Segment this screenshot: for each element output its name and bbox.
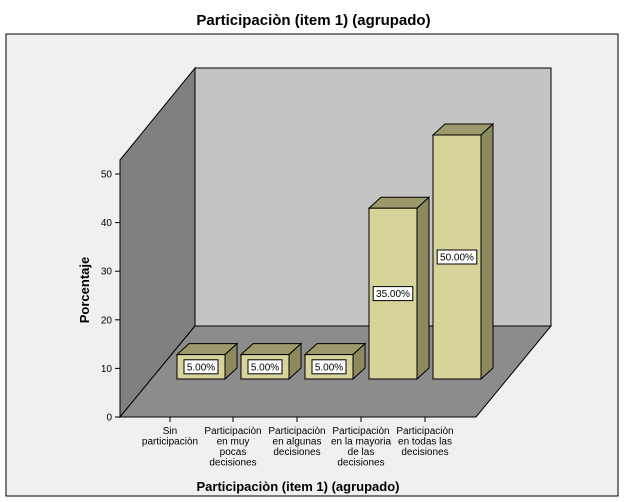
- category-label-line: de las: [348, 447, 375, 458]
- category-label-line: decisiones: [337, 458, 384, 469]
- bars-group: 5.00% 5.00% 5.00% 35.00% 50.00%: [175, 122, 495, 381]
- data-label: 50.00%: [440, 253, 474, 264]
- category-label-line: Participaciòn: [396, 426, 453, 437]
- category-label-line: decisiones: [401, 447, 448, 458]
- category-label-line: Participaciòn: [268, 426, 325, 437]
- data-label: 5.00%: [187, 362, 215, 373]
- bar-side: [416, 196, 430, 381]
- bar: 5.00%: [175, 342, 239, 381]
- chart-title: Participaciòn (item 1) (agrupado): [196, 12, 431, 29]
- bar: 5.00%: [303, 342, 367, 381]
- data-label-box: [183, 359, 219, 375]
- data-label-box: [436, 249, 478, 265]
- category-label-line: pocas: [220, 447, 247, 458]
- data-label: 5.00%: [315, 362, 343, 373]
- y-axis-ticks: 0 10 20 30 40 50: [101, 170, 120, 424]
- y-tick-label: 30: [101, 267, 113, 278]
- data-label-box: [311, 359, 347, 375]
- category-label-line: Participaciòn: [332, 426, 389, 437]
- category-label-line: en muy: [217, 437, 250, 448]
- category-label-line: Sin: [163, 426, 177, 437]
- category-label-line: en todas las: [398, 437, 452, 448]
- data-label-box: [372, 286, 414, 302]
- category-label-line: en algunas: [273, 437, 322, 448]
- bar: 35.00%: [367, 196, 431, 381]
- data-label: 5.00%: [251, 362, 279, 373]
- category-label-line: participaciòn: [142, 437, 198, 448]
- bar: 5.00%: [239, 342, 303, 381]
- category-label-line: decisiones: [209, 458, 256, 469]
- bar-side: [480, 122, 494, 381]
- category-label-line: decisiones: [273, 447, 320, 458]
- bar: 50.00%: [431, 122, 495, 381]
- y-axis-title: Porcentaje: [77, 257, 92, 323]
- data-label: 35.00%: [376, 289, 410, 300]
- y-tick-label: 20: [101, 315, 113, 326]
- data-label-box: [247, 359, 283, 375]
- y-tick-label: 40: [101, 218, 113, 229]
- category-label-line: en la mayoria: [331, 437, 391, 448]
- y-tick-label: 10: [101, 364, 113, 375]
- category-label-line: Participaciòn: [204, 426, 261, 437]
- x-axis-title: Participaciòn (item 1) (agrupado): [197, 479, 400, 494]
- y-tick-label: 50: [101, 170, 113, 181]
- y-tick-label: 0: [106, 413, 112, 424]
